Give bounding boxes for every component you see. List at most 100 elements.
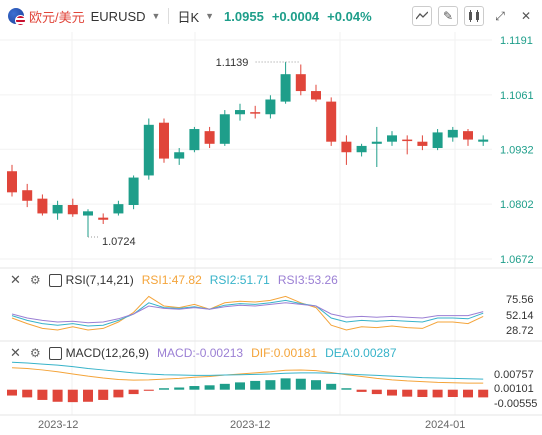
rsi-tick-label: 28.72 <box>506 325 534 337</box>
chart-header: 欧元/美元 EURUSD ▼ 日K ▼ 1.0955 +0.0004 +0.04… <box>0 0 542 32</box>
compare-icon[interactable] <box>464 6 484 26</box>
macd-histogram-bar <box>7 389 17 396</box>
rsi3-value: RSI3:53.26 <box>277 273 338 287</box>
rsi-header: ✕ ⚙ RSI(7,14,21) RSI1:47.82 RSI2:51.71 R… <box>0 270 338 290</box>
candle-body <box>311 91 321 100</box>
candle-body <box>265 99 276 115</box>
macd-histogram-bar <box>159 388 169 390</box>
candle-body <box>447 129 458 138</box>
candle-body <box>143 124 154 176</box>
grid-lines <box>0 32 542 416</box>
time-tick-label: 2023-12 <box>38 419 78 431</box>
close-rsi-icon[interactable]: ✕ <box>10 272 21 287</box>
macd-histogram-bar <box>189 386 200 390</box>
macd-histogram-bar <box>67 389 78 403</box>
rsi2-value: RSI2:51.71 <box>209 273 270 287</box>
macd-tick-label: -0.00555 <box>494 398 537 410</box>
dea-value: DEA:0.00287 <box>325 346 397 360</box>
rsi-tick-label: 52.14 <box>506 310 534 322</box>
rsi-settings-icon[interactable]: ⚙ <box>29 273 41 287</box>
macd-histogram-bar <box>128 389 139 395</box>
candle-body <box>98 217 109 220</box>
candle-body <box>83 211 93 216</box>
macd-histogram-bar <box>371 389 382 395</box>
macd-histogram-bar <box>295 378 306 390</box>
symbol-dropdown-chevron-icon[interactable]: ▼ <box>151 11 161 21</box>
dif-value: DIF:0.00181 <box>251 346 318 360</box>
eur-usd-flag-icon <box>8 8 26 26</box>
macd-histogram-bar <box>265 380 276 390</box>
rsi1-value: RSI1:47.82 <box>141 273 202 287</box>
macd-settings-icon[interactable]: ⚙ <box>29 346 41 360</box>
price-tick-label: 1.0672 <box>500 254 534 266</box>
time-tick-label: 2023-12 <box>230 419 270 431</box>
candle-body <box>295 74 306 92</box>
macd-histogram-bar <box>174 387 185 390</box>
macd-histogram-bar <box>326 383 337 390</box>
candle-body <box>356 145 367 153</box>
candle-body <box>174 152 185 159</box>
candle-body <box>463 131 473 140</box>
rsi-name: RSI(7,14,21) <box>65 273 134 287</box>
macd-histogram-bar <box>204 385 215 390</box>
rsi3-line <box>11 302 484 324</box>
line-chart-icon[interactable] <box>412 6 432 26</box>
dea-line <box>11 361 484 380</box>
rsi-visibility-icon[interactable] <box>48 273 62 287</box>
candle-body <box>250 112 261 114</box>
macd-histogram-bar <box>250 380 261 390</box>
period-dropdown-chevron-icon[interactable]: ▼ <box>205 11 215 21</box>
macd-histogram-bar <box>432 389 443 398</box>
price-annotations: 1.1139 1.0724 <box>88 57 301 248</box>
time-tick-label: 2024-01 <box>425 419 465 431</box>
rsi1-line <box>11 295 484 331</box>
macd-histogram-bar <box>52 389 63 402</box>
candle-body <box>204 131 215 144</box>
macd-histogram-bar <box>235 382 245 390</box>
price-axis: 1.1191 1.1061 1.0932 1.0802 1.0672 <box>500 35 534 266</box>
macd-histogram-bar <box>280 378 291 390</box>
settings-icon[interactable]: ✕ <box>520 9 532 23</box>
macd-histogram-bar <box>402 389 413 397</box>
macd-tick-label: 0.00101 <box>494 383 534 395</box>
close-macd-icon[interactable]: ✕ <box>10 345 21 360</box>
header-divider <box>168 8 170 24</box>
macd-histogram-bar <box>113 389 124 398</box>
price-change-percent: +0.04% <box>327 8 372 24</box>
pencil-icon[interactable]: ✎ <box>438 6 458 26</box>
macd-header: ✕ ⚙ MACD(12,26,9) MACD:-0.00213 DIF:0.00… <box>0 343 397 363</box>
macd-visibility-icon[interactable] <box>48 346 62 360</box>
macd-histogram-bar <box>98 389 109 400</box>
macd-histogram-bar <box>356 389 367 392</box>
symbol-code[interactable]: EURUSD <box>90 8 146 24</box>
expand-icon[interactable]: ⤢ <box>495 8 505 23</box>
macd-histogram-bar <box>311 380 321 390</box>
candle-body <box>219 114 230 144</box>
dif-line <box>11 367 484 384</box>
period-selector[interactable]: 日K <box>177 9 200 25</box>
price-tick-label: 1.0802 <box>500 199 534 211</box>
pair-name: 欧元/美元 <box>29 9 85 25</box>
price-tick-label: 1.1191 <box>500 35 533 47</box>
candle-body <box>67 204 78 215</box>
low-label: 1.0724 <box>102 236 136 248</box>
macd-histogram-bar <box>478 389 489 398</box>
macd-histogram-bar <box>219 383 230 390</box>
rsi2-line <box>11 299 484 327</box>
macd-tick-label: 0.00757 <box>494 369 534 381</box>
candle-body <box>432 132 443 149</box>
last-price: 1.0955 <box>224 8 264 24</box>
price-change: +0.0004 <box>271 8 320 24</box>
high-label: 1.1139 <box>216 57 249 69</box>
candle-body <box>280 74 291 102</box>
candle-body <box>371 141 382 144</box>
candle-body <box>417 141 428 146</box>
macd-name: MACD(12,26,9) <box>65 346 150 360</box>
macd-histogram-bar <box>447 389 458 398</box>
candle-body <box>402 139 413 142</box>
macd-histogram-bar <box>417 389 428 398</box>
price-tick-label: 1.1061 <box>500 90 534 102</box>
candle-body <box>235 110 245 115</box>
candlestick-series <box>7 61 489 238</box>
